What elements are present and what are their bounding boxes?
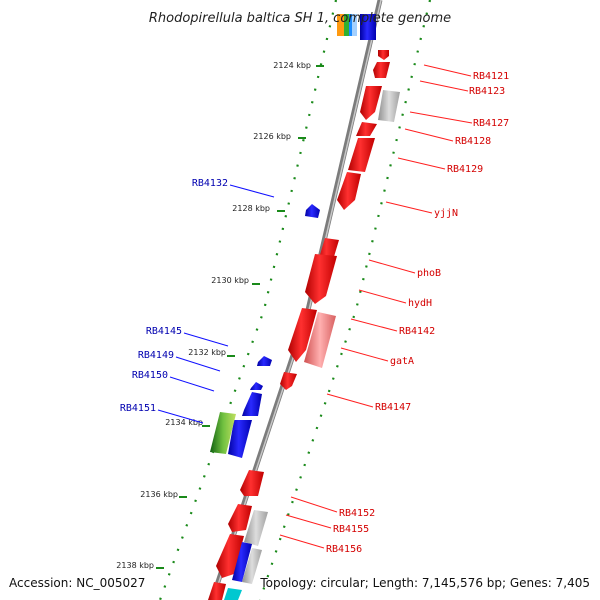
gene-label-rb4150: RB4150 — [132, 370, 168, 381]
gene-label-rb4151: RB4151 — [120, 403, 156, 414]
gene-label-rb4142: RB4142 — [399, 326, 435, 337]
gene-arrow-grey-2 — [244, 510, 268, 546]
gene-arrow-rb4127 — [360, 86, 382, 120]
gene-labels-red: RB4121 RB4123 RB4127 RB4128 RB4129 yjjN … — [326, 71, 509, 555]
gene-label-phob: phoB — [417, 268, 441, 279]
tick-label-2138: 2138 kbp — [116, 561, 154, 570]
gene-arrow-rb4151-blue — [228, 420, 252, 458]
gene-label-gata: gatA — [390, 356, 414, 367]
gene-arrow-hydh — [305, 254, 337, 304]
kbp-tick-marks — [156, 65, 324, 569]
gene-arrow-rb4132 — [305, 204, 320, 218]
gene-arrow-rb4152 — [240, 470, 264, 496]
gene-label-rb4156: RB4156 — [326, 544, 362, 555]
gene-arrow-grey-1 — [378, 90, 400, 122]
tick-label-2134: 2134 kbp — [165, 418, 203, 427]
tick-label-2130: 2130 kbp — [211, 276, 249, 285]
gene-arrow-rb4150 — [242, 392, 262, 416]
gene-arrow-cyan-bottom — [224, 588, 242, 600]
gene-label-rb4155: RB4155 — [333, 524, 369, 535]
gene-label-hydh: hydH — [408, 298, 432, 309]
gene-arrow-rb4149 — [250, 382, 263, 390]
gene-label-yjjn: yjjN — [434, 208, 458, 219]
gene-arrow-rb4121 — [378, 50, 389, 60]
gene-arrow-rb4123 — [373, 62, 390, 78]
leader-lines-blue — [157, 184, 275, 424]
gene-labels-blue: RB4132 RB4145 RB4149 RB4150 RB4151 — [120, 178, 228, 414]
tick-label-2124: 2124 kbp — [273, 61, 311, 70]
gene-label-rb4121: RB4121 — [473, 71, 509, 82]
gene-label-rb4147: RB4147 — [375, 402, 411, 413]
gene-label-rb4123: RB4123 — [469, 86, 505, 97]
tick-label-2136: 2136 kbp — [140, 490, 178, 499]
gene-arrow-blue-bottom — [232, 542, 252, 582]
gene-label-rb4128: RB4128 — [455, 136, 491, 147]
gene-label-rb4129: RB4129 — [447, 164, 483, 175]
gene-arrow-red-bottom — [208, 582, 226, 600]
reverse-genes — [208, 50, 400, 600]
gene-arrow-grey-3 — [242, 548, 262, 584]
top-features — [337, 14, 376, 40]
tick-label-2126: 2126 kbp — [253, 132, 291, 141]
gene-label-rb4152: RB4152 — [339, 508, 375, 519]
gene-arrow-rb4129 — [348, 138, 375, 172]
kbp-tick-labels: 2124 kbp 2126 kbp 2128 kbp 2130 kbp 2132… — [116, 61, 311, 570]
accession-label: Accession: NC_005027 — [9, 576, 145, 590]
gene-arrow-gata — [304, 312, 336, 368]
topology-label: Topology: circular; Length: 7,145,576 bp… — [259, 576, 590, 590]
gene-arrow-rb4147 — [280, 372, 297, 390]
tick-label-2128: 2128 kbp — [232, 204, 270, 213]
forward-genes — [210, 204, 320, 458]
leader-lines-red — [279, 64, 473, 549]
tick-label-2132: 2132 kbp — [188, 348, 226, 357]
gene-arrow-rb4155 — [228, 504, 252, 532]
gene-label-rb4145: RB4145 — [146, 326, 182, 337]
gene-arrow-rb4142 — [288, 308, 317, 362]
gene-arrow-rb4145 — [257, 356, 272, 366]
gene-arrow-rb4156 — [216, 534, 244, 578]
gene-arrow-rb4151 — [210, 412, 236, 454]
map-title: Rhodopirellula baltica SH 1, complete ge… — [149, 11, 451, 26]
gene-label-rb4127: RB4127 — [473, 118, 509, 129]
gene-arrow-rb4128 — [356, 122, 377, 136]
gene-arrow-yjjn — [337, 172, 361, 210]
gene-label-rb4149: RB4149 — [138, 350, 174, 361]
gene-label-rb4132: RB4132 — [192, 178, 228, 189]
